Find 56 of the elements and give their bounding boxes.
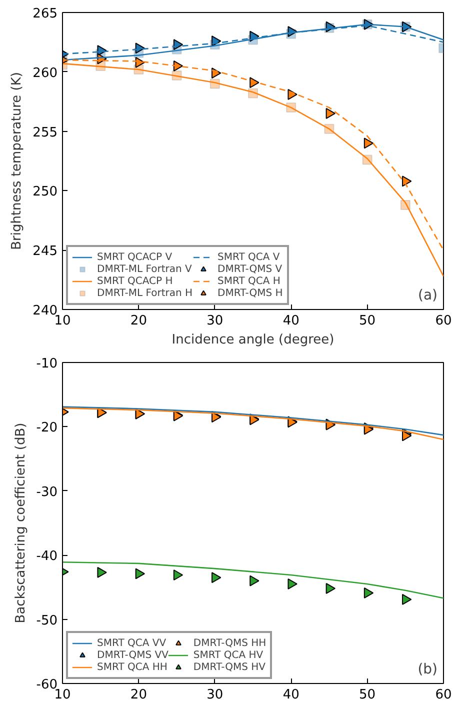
point — [250, 575, 260, 586]
legend-label: SMRT QCA HV — [193, 649, 264, 661]
point — [402, 594, 412, 605]
legend-label: DMRT-ML Fortran V — [97, 263, 192, 275]
y-tick-label: -40 — [36, 549, 58, 564]
point — [364, 138, 374, 149]
line-series — [62, 406, 444, 442]
y-tick-label: 255 — [32, 125, 58, 140]
point — [173, 39, 184, 50]
x-tick-label: 30 — [206, 314, 224, 328]
legend-label: SMRT QCACP V — [97, 251, 172, 263]
legend-label: DMRT-QMS VV — [97, 649, 168, 661]
x-tick-label: 60 — [435, 688, 452, 701]
x-tick-label: 50 — [359, 688, 376, 701]
y-axis-title: Backscattering coefficient (dB) — [13, 422, 28, 624]
y-axis-title: Brightness temperature (K) — [10, 72, 25, 250]
y-tick-label: 265 — [32, 6, 58, 22]
legend-label: DMRT-QMS HV — [193, 661, 266, 673]
line-series — [62, 562, 444, 599]
y-tick-label: -10 — [36, 356, 58, 372]
point — [288, 578, 298, 590]
point — [326, 582, 336, 594]
legend-label: DMRT-ML Fortran H — [97, 287, 193, 299]
line-series — [62, 406, 444, 436]
y-tick-label: -50 — [36, 613, 58, 628]
legend-label: DMRT-QMS HH — [193, 637, 266, 649]
point — [402, 176, 412, 187]
point — [173, 570, 184, 580]
x-tick-label: 40 — [282, 688, 300, 701]
x-tick-label: 20 — [130, 688, 147, 701]
y-tick-label: -20 — [36, 420, 58, 436]
annotation: (b) — [418, 662, 438, 678]
y-tick-label: 260 — [32, 66, 58, 81]
x-tick-label: 40 — [282, 314, 300, 328]
legend-label: DMRT-QMS H — [218, 287, 283, 299]
legend-label: SMRT QCACP H — [97, 275, 173, 287]
legend-label: SMRT QCA HH — [97, 661, 168, 673]
point — [326, 108, 336, 119]
x-axis-title: Incidence angle (degree) — [172, 332, 334, 348]
y-tick-label: 250 — [32, 184, 58, 200]
legend-label: SMRT QCA V — [218, 251, 280, 263]
legend-label: DMRT-QMS V — [218, 263, 282, 275]
x-tick-label: 60 — [435, 314, 452, 328]
y-tick-label: 245 — [32, 244, 58, 260]
point — [288, 88, 298, 100]
x-tick-label: 30 — [206, 688, 224, 701]
point — [364, 587, 374, 598]
point — [97, 566, 107, 578]
point — [212, 572, 222, 584]
y-tick-label: -30 — [36, 484, 58, 500]
point — [135, 568, 145, 580]
x-tick-label: 20 — [130, 314, 147, 328]
legend-label: SMRT QCA H — [218, 275, 280, 287]
legend-label: SMRT QCA VV — [97, 637, 166, 649]
annotation: (a) — [418, 288, 438, 304]
x-tick-label: 50 — [359, 314, 376, 328]
